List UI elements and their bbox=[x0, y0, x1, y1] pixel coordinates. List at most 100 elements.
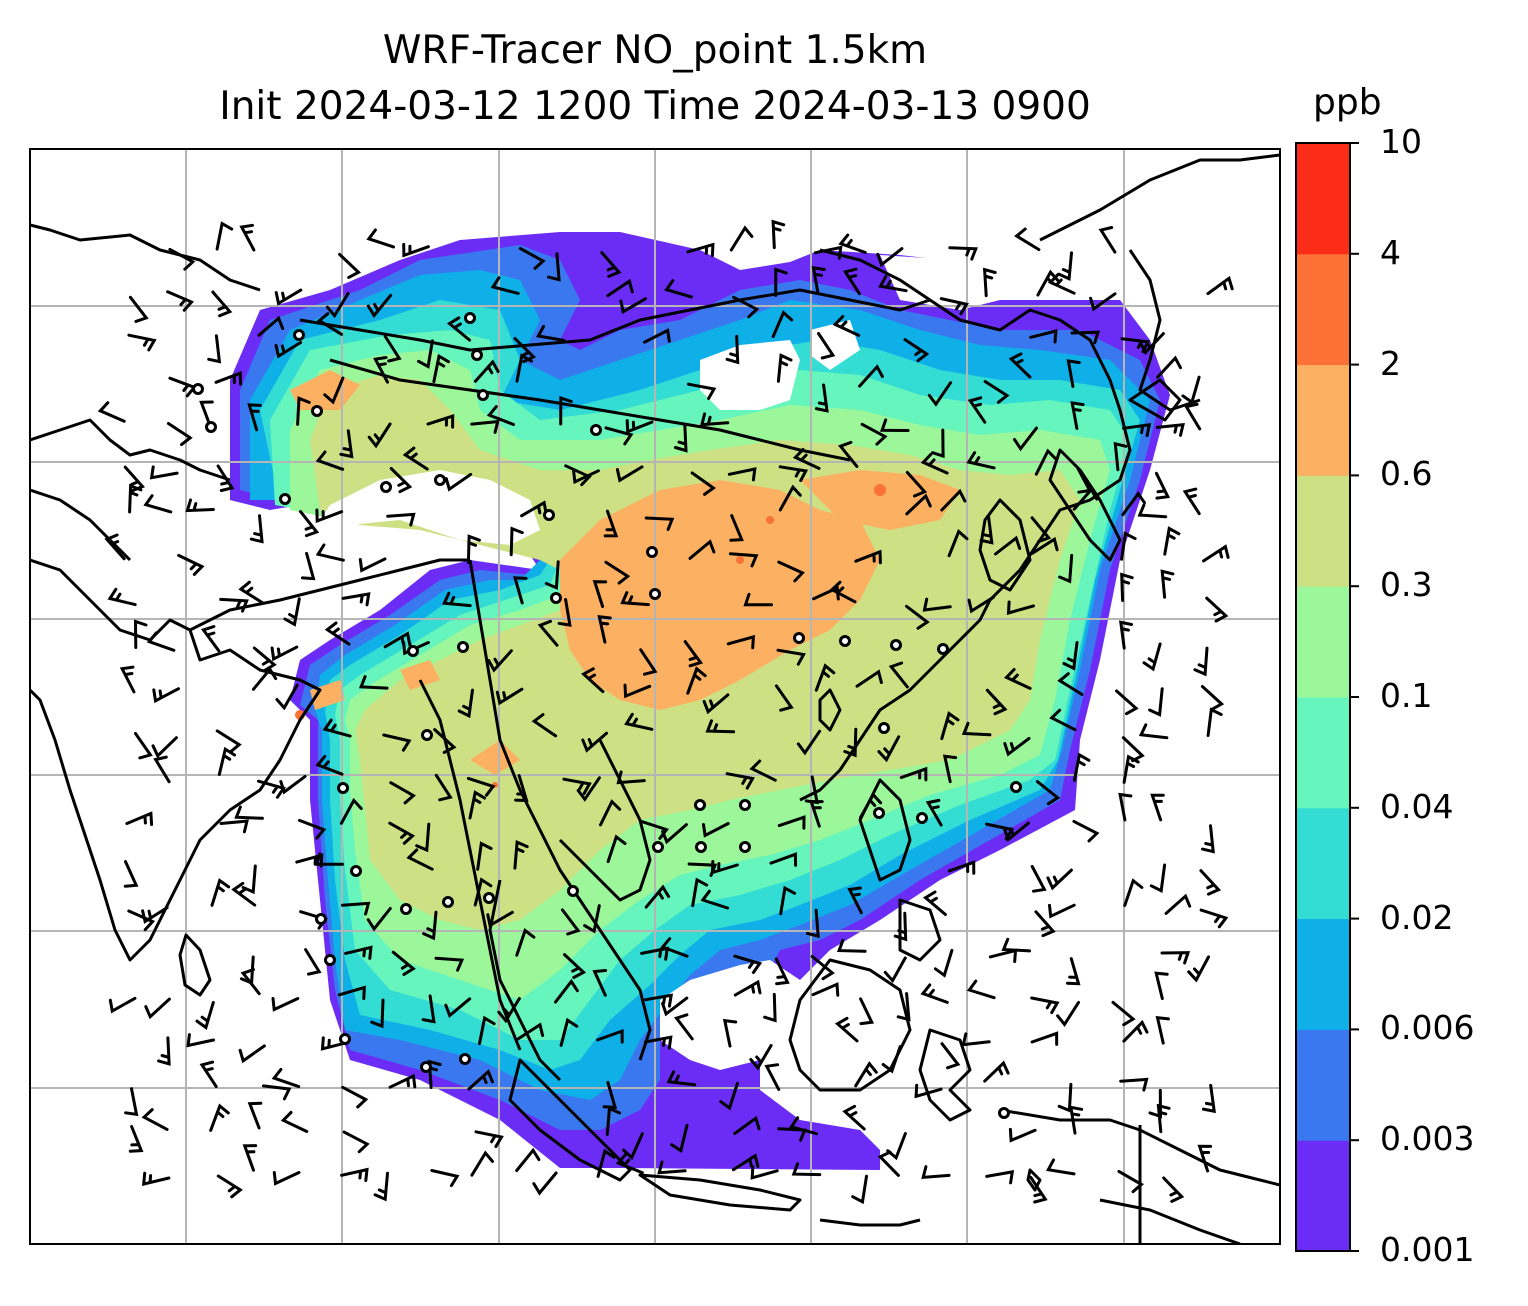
wind-barb bbox=[905, 493, 932, 516]
wind-barb bbox=[605, 1106, 621, 1136]
wind-barb bbox=[809, 799, 824, 828]
wind-barb bbox=[622, 1132, 644, 1161]
wind-barb bbox=[562, 777, 592, 795]
wind-barb bbox=[948, 246, 978, 261]
colorbar-tick-label: 2 bbox=[1380, 343, 1401, 383]
wind-barb bbox=[1047, 272, 1076, 295]
wind-barb bbox=[366, 228, 395, 249]
wind-barb bbox=[1069, 1105, 1084, 1135]
wind-barb bbox=[125, 811, 154, 826]
calm-wind-circle bbox=[311, 405, 323, 417]
wind-barb bbox=[690, 471, 716, 496]
wind-barb bbox=[710, 860, 739, 875]
wind-barb bbox=[249, 514, 264, 544]
wind-barb bbox=[247, 1101, 263, 1130]
wind-barb bbox=[417, 339, 434, 369]
wind-barb bbox=[415, 822, 431, 853]
wind-barb bbox=[283, 597, 301, 627]
wind-barb bbox=[430, 1169, 460, 1188]
wind-barb bbox=[495, 687, 524, 706]
calm-wind-circle bbox=[339, 1033, 351, 1045]
wind-barb bbox=[432, 353, 450, 384]
wind-barb bbox=[515, 353, 533, 383]
wind-barb bbox=[1156, 1103, 1171, 1134]
wind-barb bbox=[1122, 423, 1152, 438]
wind-barb bbox=[903, 338, 930, 363]
wind-barb bbox=[444, 472, 473, 492]
wind-barbs bbox=[97, 219, 1234, 1205]
wind-barb bbox=[764, 1063, 781, 1091]
wind-barb bbox=[722, 1018, 738, 1048]
wind-barb bbox=[563, 953, 587, 979]
wind-barb bbox=[146, 631, 176, 652]
wind-barb bbox=[1154, 971, 1169, 1000]
wind-barb bbox=[470, 419, 500, 434]
wind-barb bbox=[942, 754, 958, 784]
wind-barb bbox=[216, 1174, 243, 1199]
wind-barb bbox=[1030, 996, 1060, 1015]
wind-barb bbox=[104, 533, 126, 561]
wind-barb bbox=[664, 279, 693, 299]
wind-barb bbox=[1001, 937, 1031, 953]
calm-wind-circle bbox=[567, 885, 579, 897]
wind-barb bbox=[1008, 352, 1032, 379]
wind-barb bbox=[1155, 422, 1185, 437]
wind-barb bbox=[961, 721, 992, 737]
calm-wind-circle bbox=[350, 865, 362, 877]
wind-barb bbox=[486, 910, 514, 928]
wind-barb bbox=[1058, 553, 1074, 584]
wind-barb bbox=[1006, 600, 1035, 616]
calm-wind-circle bbox=[652, 841, 664, 853]
wind-barb bbox=[123, 860, 139, 888]
colorbar-segment bbox=[1296, 1029, 1350, 1141]
colorbar-segment bbox=[1296, 1140, 1350, 1252]
wind-barb bbox=[152, 687, 180, 704]
wind-barb bbox=[606, 834, 627, 864]
wind-barb bbox=[914, 1083, 943, 1099]
wind-barb bbox=[727, 467, 757, 482]
wind-barb bbox=[367, 422, 392, 449]
wind-barb bbox=[383, 335, 402, 363]
wind-barb bbox=[927, 381, 953, 407]
wind-barb bbox=[994, 535, 1022, 556]
wind-barb bbox=[1149, 863, 1167, 893]
wind-barb bbox=[1049, 708, 1077, 732]
wind-barb bbox=[596, 1148, 616, 1178]
wind-barb bbox=[1154, 471, 1171, 500]
wind-barb bbox=[547, 252, 561, 282]
wind-barb bbox=[1030, 865, 1047, 893]
calm-wind-circle bbox=[590, 424, 602, 436]
wind-barb bbox=[211, 290, 233, 318]
wind-barb bbox=[1160, 569, 1175, 599]
wind-barb bbox=[1003, 736, 1031, 757]
wind-barb bbox=[842, 1104, 866, 1131]
wind-barb bbox=[295, 853, 324, 868]
colorbar bbox=[1295, 142, 1359, 1252]
wind-barb bbox=[141, 1108, 169, 1131]
wind-barb bbox=[988, 948, 1018, 963]
wind-barb bbox=[133, 619, 148, 649]
wind-barb bbox=[743, 592, 773, 607]
wind-barb bbox=[241, 864, 257, 895]
wind-barb bbox=[947, 860, 976, 875]
wind-barb bbox=[858, 364, 884, 388]
wind-barb bbox=[509, 526, 524, 557]
wind-barb bbox=[515, 1147, 541, 1172]
wind-barb bbox=[625, 419, 654, 434]
wind-barb bbox=[811, 265, 826, 295]
wind-barb bbox=[473, 877, 493, 907]
calm-wind-circle bbox=[420, 1061, 432, 1073]
wind-barb bbox=[487, 649, 513, 673]
wind-barb bbox=[1031, 536, 1059, 555]
wind-barb bbox=[275, 683, 299, 711]
wind-barb bbox=[979, 515, 994, 545]
wind-barb bbox=[705, 719, 736, 734]
wind-barb bbox=[1118, 792, 1133, 822]
wind-barb bbox=[619, 297, 647, 315]
wind-barb bbox=[382, 733, 412, 752]
colorbar-tick-label: 0.02 bbox=[1380, 897, 1454, 937]
wind-barb bbox=[661, 996, 689, 1017]
wind-barb bbox=[583, 904, 601, 934]
wind-barb bbox=[185, 498, 215, 513]
wind-barb bbox=[774, 684, 794, 712]
